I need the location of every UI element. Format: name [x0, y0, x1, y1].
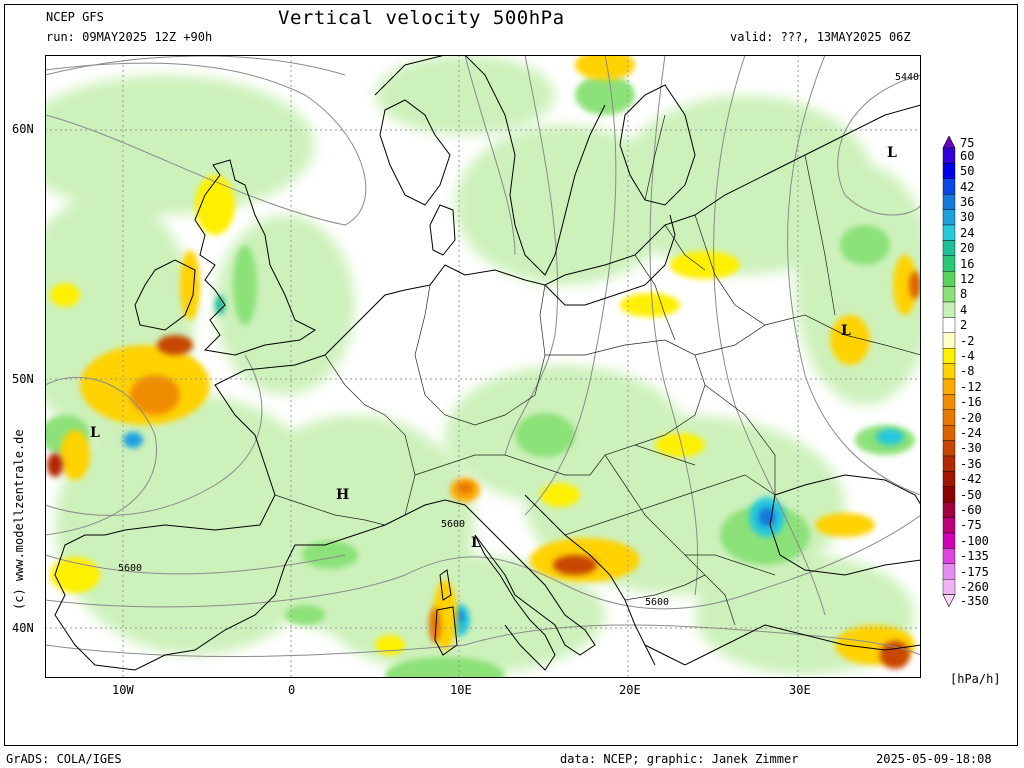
- legend-swatch: [942, 240, 956, 257]
- coastlines: [54, 55, 921, 671]
- weather-map: L L L H L 5440 5600 5600 5600: [45, 55, 921, 678]
- legend-swatch: [942, 532, 956, 549]
- legend-label: 16: [960, 256, 975, 271]
- legend-label: -60: [960, 502, 982, 517]
- copyright-text: (c) www.modellzentrale.de: [12, 429, 26, 610]
- valid-info: valid: ???, 13MAY2025 06Z: [730, 30, 911, 44]
- legend-label: -8: [960, 364, 975, 379]
- legend-swatch: [942, 347, 956, 364]
- legend-label: 50: [960, 164, 975, 179]
- legend-swatch: [942, 270, 956, 287]
- software-credit: GrADS: COLA/IGES: [6, 752, 122, 766]
- geopotential-contours: [45, 55, 921, 658]
- lat-label-40n: 40N: [12, 621, 34, 635]
- country-borders: [274, 114, 921, 626]
- legend-swatch: [942, 147, 956, 164]
- legend-label: -175: [960, 564, 989, 579]
- legend-label: -30: [960, 441, 982, 456]
- legend-label: 75: [960, 136, 975, 150]
- pressure-low-label: L: [841, 323, 851, 339]
- legend-label: 24: [960, 225, 975, 240]
- data-credit: data: NCEP; graphic: Janek Zimmer: [560, 752, 799, 766]
- legend-swatch: [942, 579, 956, 595]
- color-legend: [942, 136, 956, 608]
- legend-label: -75: [960, 518, 982, 533]
- legend-label: -20: [960, 410, 982, 425]
- lon-label-0: 0: [288, 683, 296, 697]
- pressure-high-label: H: [336, 487, 349, 503]
- lat-label-50n: 50N: [12, 372, 34, 386]
- contour-label: 5600: [118, 563, 142, 574]
- pressure-low-label: L: [471, 535, 481, 551]
- legend-label: -50: [960, 487, 982, 502]
- chart-title: Vertical velocity 500hPa: [278, 7, 565, 29]
- legend-label: -260: [960, 579, 989, 594]
- lon-label-30e: 30E: [789, 683, 811, 697]
- pressure-low-label: L: [887, 145, 897, 161]
- legend-swatch: [942, 563, 956, 580]
- field-light-green: [45, 55, 921, 675]
- legend-label: 36: [960, 194, 975, 209]
- legend-swatch: [942, 194, 956, 210]
- legend-label: 12: [960, 271, 975, 286]
- legend-swatch: [942, 378, 956, 395]
- legend-label: -350: [960, 593, 989, 608]
- legend-label: 30: [960, 210, 975, 225]
- legend-label: 8: [960, 287, 968, 302]
- legend-label: -135: [960, 549, 989, 564]
- legend-label: 2: [960, 318, 968, 333]
- legend-label: -12: [960, 379, 982, 394]
- contour-label: 5440: [895, 72, 919, 83]
- map-border: [45, 55, 921, 678]
- legend-label: 42: [960, 179, 975, 194]
- legend-swatch: [942, 332, 956, 349]
- lat-label-60n: 60N: [12, 122, 34, 136]
- legend-swatch: [942, 502, 956, 518]
- legend-label: -42: [960, 472, 982, 487]
- legend-swatch: [942, 486, 956, 503]
- lon-label-10w: 10W: [112, 683, 134, 697]
- contour-label: 5600: [441, 519, 465, 530]
- run-info: run: 09MAY2025 12Z +90h: [46, 30, 213, 44]
- legend-swatch: [942, 409, 956, 426]
- legend-swatch: [942, 163, 956, 179]
- legend-swatch: [942, 301, 956, 318]
- lon-label-10e: 10E: [450, 683, 472, 697]
- legend-label: 4: [960, 302, 968, 317]
- legend-label: -2: [960, 333, 975, 348]
- legend-swatch: [942, 440, 956, 457]
- pressure-low-label: L: [90, 425, 100, 441]
- legend-swatch: [942, 394, 956, 410]
- legend-arrow-top: [942, 136, 956, 149]
- legend-swatch: [942, 471, 956, 487]
- legend-swatch: [942, 286, 956, 303]
- legend-swatch: [942, 455, 956, 472]
- legend-swatch: [942, 363, 956, 380]
- legend-label: -24: [960, 425, 982, 440]
- legend-swatch: [942, 425, 956, 441]
- legend-label: -16: [960, 395, 982, 410]
- legend-label: -100: [960, 533, 989, 548]
- legend-swatch: [942, 517, 956, 534]
- legend-swatch: [942, 548, 956, 564]
- legend-unit: [hPa/h]: [950, 672, 1001, 686]
- legend-swatch: [942, 317, 956, 333]
- plot-frame: [4, 4, 1018, 746]
- legend-label: 20: [960, 241, 975, 256]
- legend-label: -36: [960, 456, 982, 471]
- legend-label: 60: [960, 148, 975, 163]
- model-name: NCEP GFS: [46, 10, 104, 24]
- legend-label: -4: [960, 348, 975, 363]
- legend-swatch: [942, 209, 956, 226]
- legend-swatch: [942, 178, 956, 195]
- lon-label-20e: 20E: [619, 683, 641, 697]
- legend-arrow-bottom: [942, 594, 956, 608]
- legend-swatch: [942, 255, 956, 272]
- contour-label: 5600: [645, 597, 669, 608]
- legend-swatch: [942, 224, 956, 241]
- timestamp: 2025-05-09-18:08: [876, 752, 992, 766]
